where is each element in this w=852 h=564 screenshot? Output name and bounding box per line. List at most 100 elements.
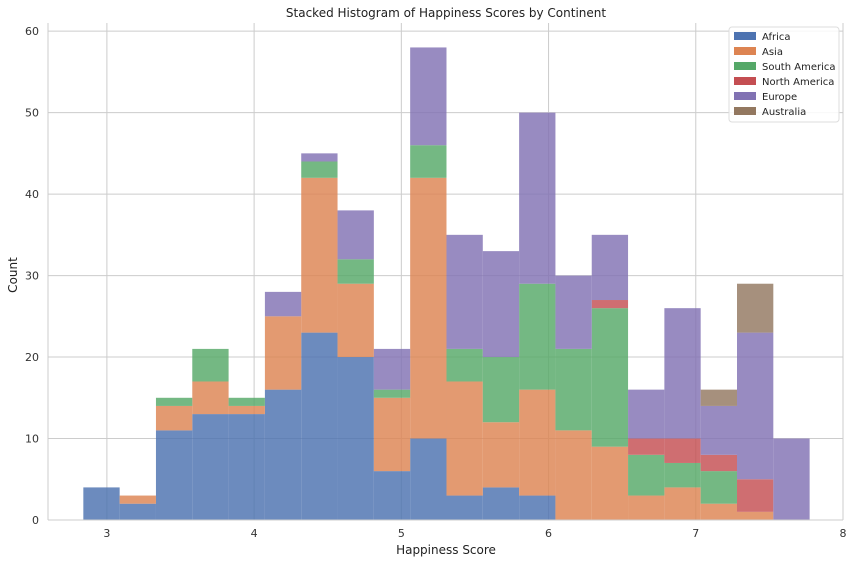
series-south-america xyxy=(155,145,737,504)
histogram-bar xyxy=(773,438,810,520)
histogram-bar xyxy=(446,495,483,520)
legend-label: Africa xyxy=(762,32,791,43)
histogram-bar xyxy=(155,405,193,431)
x-axis-label: Happiness Score xyxy=(396,543,496,557)
histogram-bar xyxy=(264,389,302,520)
histogram-bar xyxy=(700,454,737,472)
histogram-bar xyxy=(446,348,483,382)
histogram-bar xyxy=(337,259,374,284)
histogram-bar xyxy=(519,389,556,496)
histogram-bar xyxy=(373,389,411,398)
histogram-bar xyxy=(192,348,229,382)
histogram-bar xyxy=(591,300,629,309)
y-tick-label: 40 xyxy=(25,188,39,201)
histogram-bar xyxy=(373,471,411,520)
histogram-bar xyxy=(482,251,520,358)
histogram-bar xyxy=(410,47,447,146)
histogram-bar xyxy=(410,177,447,439)
legend-swatch xyxy=(734,92,756,100)
histogram-bar xyxy=(737,283,774,333)
legend-box xyxy=(728,26,840,123)
histogram-bar xyxy=(519,495,556,520)
histogram-bar xyxy=(119,503,156,520)
legend-swatch xyxy=(734,32,756,40)
histogram-bar xyxy=(700,405,737,455)
x-tick-label: 7 xyxy=(692,527,699,540)
legend-swatch xyxy=(734,107,756,115)
histogram-bar xyxy=(301,153,338,162)
histogram-bar xyxy=(664,462,701,488)
histogram-bar xyxy=(228,414,265,520)
histogram-bar xyxy=(410,438,447,520)
histogram-bar xyxy=(628,389,665,439)
histogram-bar xyxy=(555,348,592,431)
bars xyxy=(83,47,810,520)
y-tick-label: 50 xyxy=(25,107,39,120)
y-tick-label: 0 xyxy=(32,514,39,527)
y-axis-label: Count xyxy=(6,257,20,293)
histogram-bar xyxy=(373,348,411,390)
series-australia xyxy=(700,283,774,406)
x-tick-label: 3 xyxy=(103,527,110,540)
legend-label: Asia xyxy=(762,47,783,58)
histogram-bar xyxy=(519,112,556,284)
histogram-bar xyxy=(446,234,483,349)
histogram-bar xyxy=(228,405,265,415)
x-tick-label: 6 xyxy=(545,527,552,540)
legend-swatch xyxy=(734,62,756,70)
x-tick-label: 5 xyxy=(398,527,405,540)
histogram-bar xyxy=(700,503,737,520)
histogram-bar xyxy=(628,454,665,496)
histogram-bar xyxy=(591,446,629,520)
histogram-bar xyxy=(591,308,629,447)
histogram-bar xyxy=(555,430,592,520)
histogram-bar xyxy=(192,414,229,520)
histogram-bar xyxy=(337,210,374,260)
y-tick-label: 60 xyxy=(25,25,39,38)
series-north-america xyxy=(591,300,774,512)
histogram-bar xyxy=(628,438,665,455)
legend-swatch xyxy=(734,77,756,85)
histogram-bar xyxy=(519,283,556,390)
histogram-bar xyxy=(337,357,374,520)
histogram-bar xyxy=(555,275,592,349)
histogram-bar xyxy=(446,381,483,496)
histogram-bar xyxy=(228,397,265,406)
histogram-bar xyxy=(664,438,701,463)
legend-label: Australia xyxy=(762,107,806,118)
histogram-bar xyxy=(664,308,701,439)
histogram-bar xyxy=(264,316,302,390)
histogram-bar xyxy=(700,389,737,406)
histogram-bar xyxy=(591,234,629,301)
y-tick-label: 10 xyxy=(25,433,39,446)
legend: Africa Asia South America North America Euro… xyxy=(728,26,840,123)
legend-label: Europe xyxy=(762,92,797,103)
y-tick-label: 20 xyxy=(25,351,39,364)
histogram-bar xyxy=(155,430,193,520)
y-tick-label: 30 xyxy=(25,270,39,283)
histogram-bar xyxy=(337,283,374,358)
histogram-bar xyxy=(119,495,156,504)
series-europe xyxy=(264,47,810,520)
histogram-bar xyxy=(264,291,302,317)
x-tick-label: 4 xyxy=(251,527,258,540)
histogram-bar xyxy=(482,357,520,423)
histogram-bar xyxy=(301,332,338,520)
x-tick-label: 8 xyxy=(840,527,847,540)
histogram-bar xyxy=(737,332,774,480)
chart-title: Stacked Histogram of Happiness Scores by… xyxy=(286,6,606,20)
histogram-bar xyxy=(192,381,229,415)
legend-swatch xyxy=(734,47,756,55)
histogram-bar xyxy=(373,397,411,472)
series-africa xyxy=(83,332,556,520)
histogram-bar xyxy=(410,145,447,178)
legend-label: South America xyxy=(762,62,836,73)
histogram-bar xyxy=(664,487,701,520)
series-asia xyxy=(119,177,774,520)
legend-label: North America xyxy=(762,77,834,88)
histogram-bar xyxy=(155,397,193,406)
histogram-bar xyxy=(737,479,774,512)
histogram-bar xyxy=(700,471,737,504)
